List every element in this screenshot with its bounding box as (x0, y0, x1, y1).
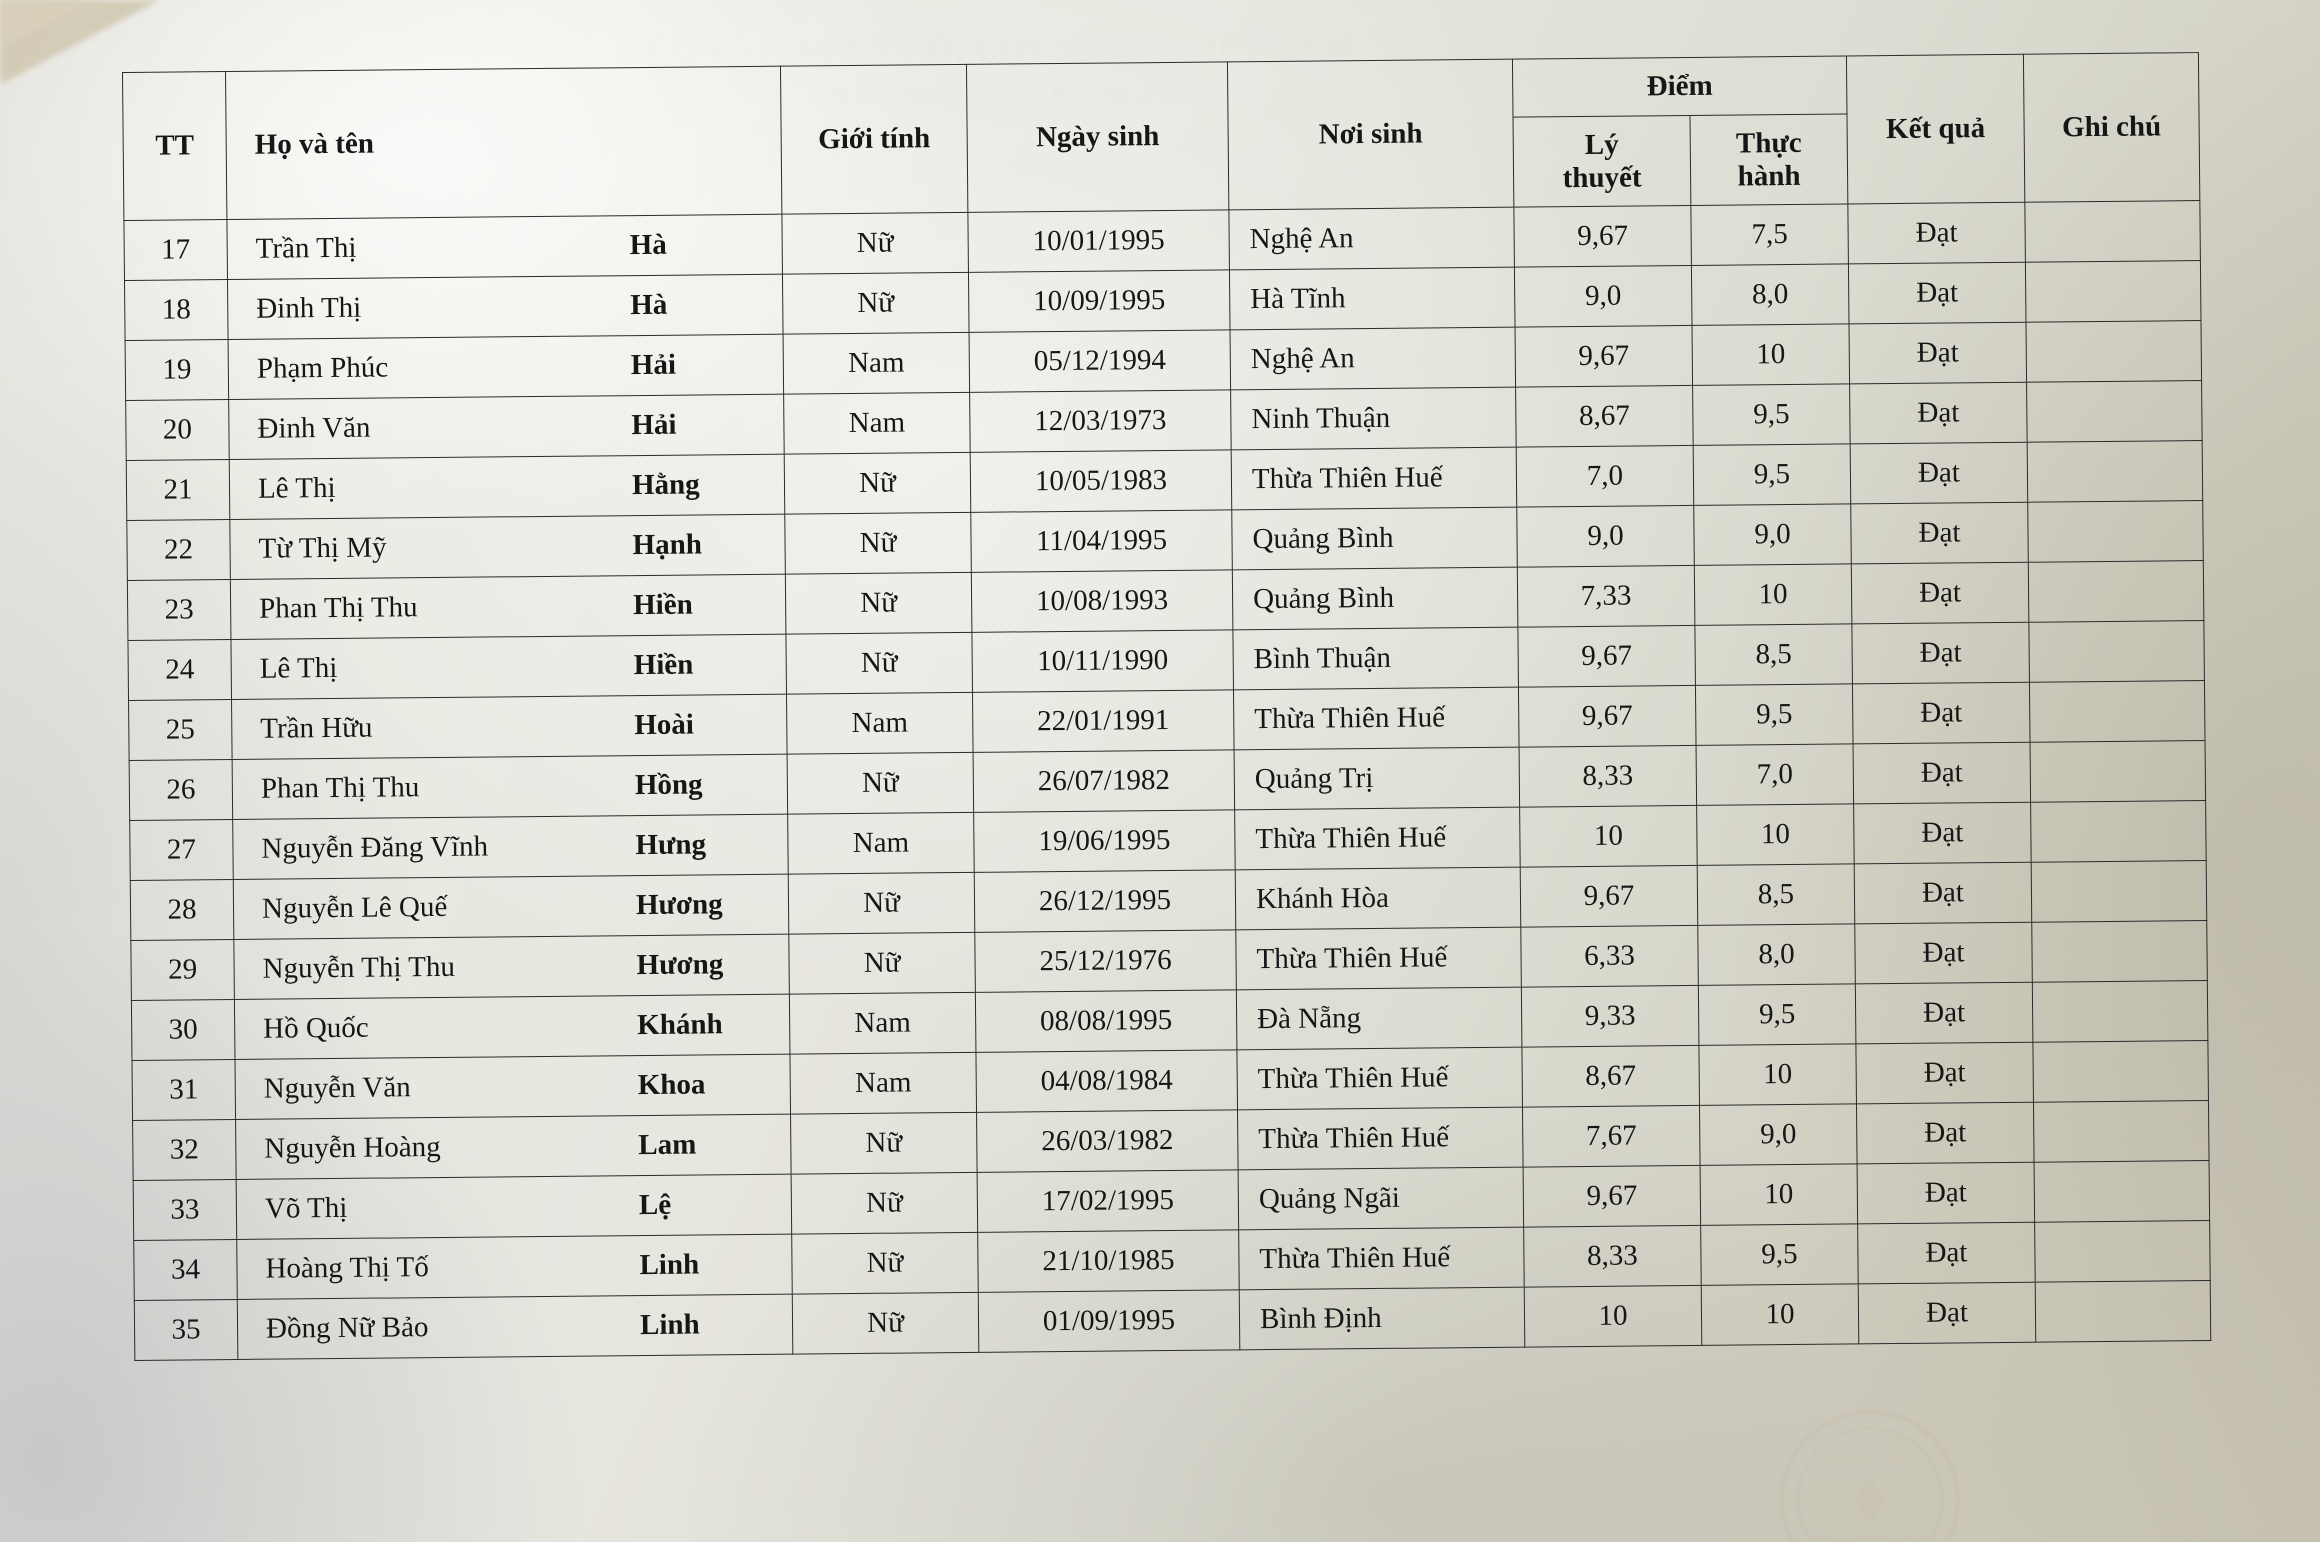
svg-text:SO GIAO DUC: SO GIAO DUC (1822, 1450, 1918, 1466)
svg-text:THUA THIEN HUE: THUA THIEN HUE (1812, 1534, 1928, 1542)
